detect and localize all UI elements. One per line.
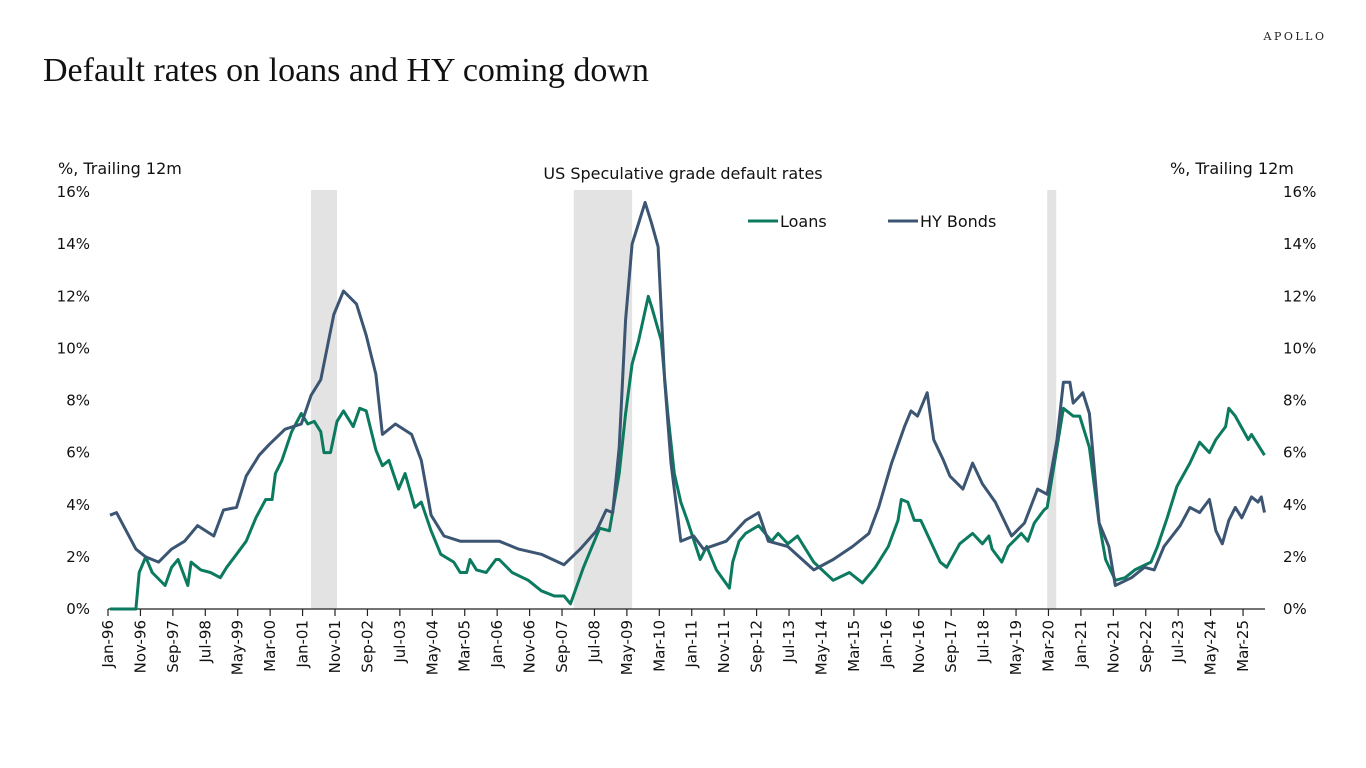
series-line-loans [110,294,1266,611]
x-tick-label: May-04 [423,620,441,675]
y-tick-label-right: 12% [1283,287,1316,305]
x-tick-label: Sep-22 [1137,620,1155,673]
x-tick-label: May-19 [1007,620,1025,675]
page-title: Default rates on loans and HY coming dow… [43,52,649,89]
x-tick-label: Jan-96 [99,620,117,669]
chart-title: US Speculative grade default rates [543,164,822,183]
x-tick-label: Sep-07 [553,620,571,673]
x-tick-label: Jan-21 [1072,620,1090,669]
series-lines [109,200,1266,611]
recession-bands [311,190,1057,609]
series-line-hy-bonds [109,200,1266,587]
x-tick-label: Sep-17 [942,620,960,673]
y-tick-label-right: 4% [1283,496,1307,514]
x-tick-label: Jul-08 [585,620,603,664]
recession-band [311,190,338,609]
y-tick-label-left: 10% [57,339,90,357]
x-tick-label: Nov-16 [910,620,928,673]
x-tick-label: Sep-97 [164,620,182,673]
x-tick-label: Nov-96 [131,620,149,673]
x-tick-label: Mar-10 [650,620,668,672]
legend-label-hy-bonds: HY Bonds [920,212,996,231]
x-tick-label: Nov-11 [715,620,733,673]
x-tick-label: Mar-20 [1039,620,1057,672]
x-axis-ticks: Jan-96 Nov-96 Sep-97 Jul-98 May-99 Mar-00 Jan-… [99,609,1252,675]
x-tick-label: Jan-06 [488,620,506,669]
legend: Loans HY Bonds [748,212,996,231]
y-tick-label-right: 10% [1283,339,1316,357]
y-tick-label-right: 6% [1283,444,1307,462]
legend-label-loans: Loans [780,212,827,231]
x-tick-label: Mar-00 [261,620,279,672]
x-tick-label: Sep-12 [748,620,766,673]
x-tick-label: Mar-05 [456,620,474,672]
x-tick-label: Jul-18 [975,620,993,664]
x-tick-label: May-14 [812,620,830,675]
y-tick-label-left: 16% [57,183,90,201]
y-axis-left-ticks: 0% 2% 4% 6% 8% 10% 12% 14% 16% [57,183,90,618]
x-tick-label: Jan-01 [294,620,312,669]
y-tick-label-left: 4% [66,496,90,514]
x-tick-label: Nov-06 [521,620,539,673]
y-axis-label-right: %, Trailing 12m [1170,159,1294,178]
y-tick-label-left: 14% [57,235,90,253]
apollo-logo: APOLLO [1263,30,1327,43]
recession-band [1047,190,1057,609]
x-tick-label: Mar-15 [845,620,863,672]
y-tick-label-right: 0% [1283,600,1307,618]
y-tick-label-left: 0% [66,600,90,618]
y-tick-label-right: 2% [1283,548,1307,566]
y-tick-label-left: 12% [57,287,90,305]
x-tick-label: May-99 [229,620,247,675]
x-tick-label: Jul-13 [780,620,798,664]
y-tick-label-left: 2% [66,548,90,566]
y-tick-label-left: 6% [66,444,90,462]
x-tick-label: May-09 [618,620,636,675]
x-tick-label: Jul-23 [1169,620,1187,664]
x-tick-label: Nov-21 [1104,620,1122,673]
x-tick-label: May-24 [1202,620,1220,675]
x-tick-label: Jan-11 [683,620,701,669]
x-tick-label: Jul-03 [391,620,409,664]
y-tick-label-right: 8% [1283,392,1307,410]
y-tick-label-right: 16% [1283,183,1316,201]
y-axis-label-left: %, Trailing 12m [58,159,182,178]
y-tick-label-right: 14% [1283,235,1316,253]
x-tick-label: Mar-25 [1234,620,1252,672]
y-tick-label-left: 8% [66,392,90,410]
x-tick-label: Sep-02 [358,620,376,673]
x-tick-label: Jan-16 [877,620,895,669]
x-tick-label: Nov-01 [326,620,344,673]
x-tick-label: Jul-98 [196,620,214,664]
y-axis-right-ticks: 0% 2% 4% 6% 8% 10% 12% 14% 16% [1283,183,1316,618]
